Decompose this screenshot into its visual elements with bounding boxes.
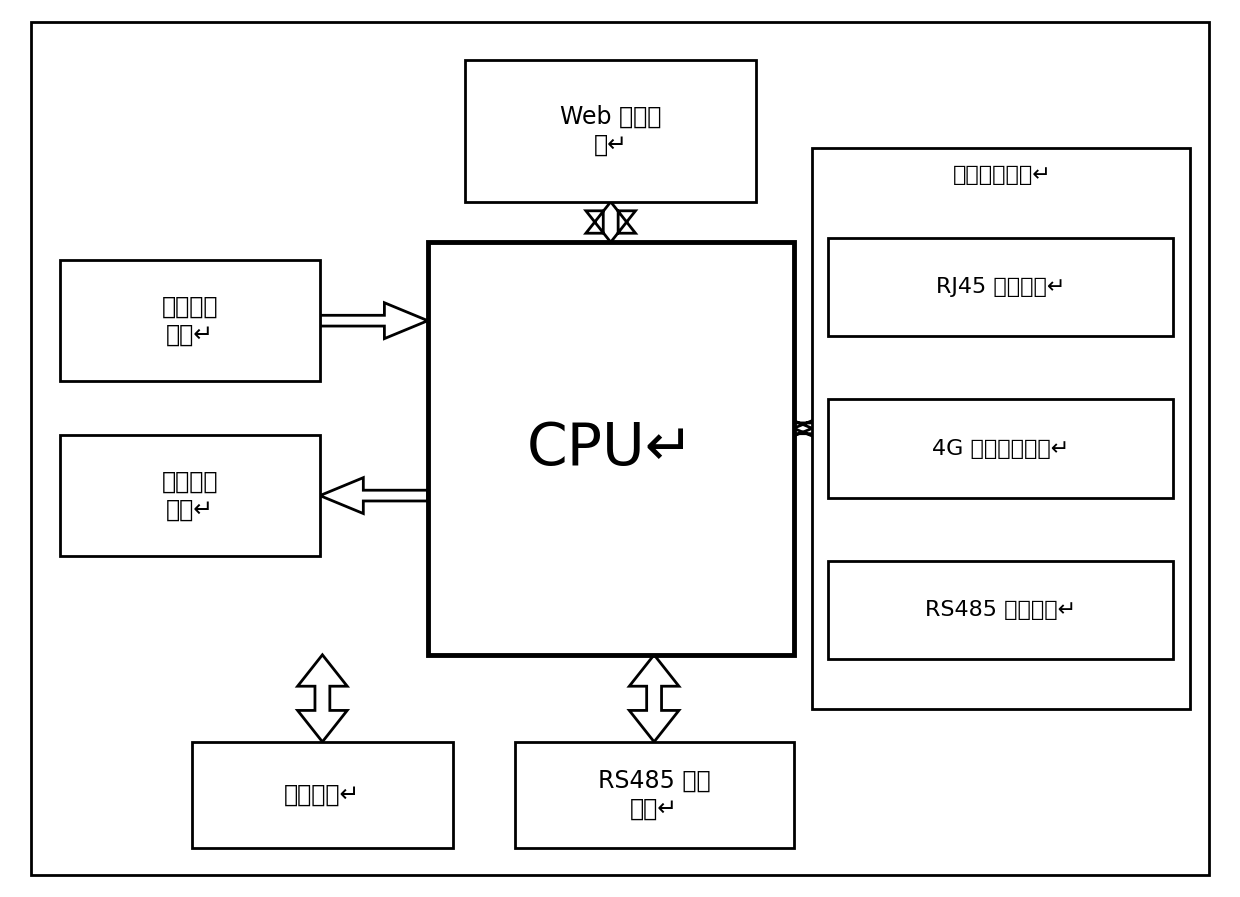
Polygon shape (769, 411, 837, 447)
Bar (812, 148, 1190, 709)
Bar (60, 260, 320, 381)
Text: 网络通信模块↵: 网络通信模块↵ (952, 165, 1052, 185)
Text: RS485 总线
模块↵: RS485 总线 模块↵ (598, 769, 711, 821)
Polygon shape (320, 303, 428, 339)
Text: 数字输出
模块↵: 数字输出 模块↵ (161, 470, 218, 521)
Polygon shape (585, 202, 635, 242)
Bar (515, 742, 794, 848)
Polygon shape (629, 655, 680, 742)
Bar (465, 60, 756, 202)
Bar (60, 435, 320, 556)
Polygon shape (320, 477, 428, 513)
Text: 数字输入
模块↵: 数字输入 模块↵ (161, 295, 218, 346)
Polygon shape (298, 655, 347, 742)
Bar (828, 399, 1173, 498)
Bar (192, 742, 453, 848)
Text: RS485 通信模块↵: RS485 通信模块↵ (925, 600, 1076, 620)
Text: RJ45 通信模块↵: RJ45 通信模块↵ (936, 277, 1065, 297)
Text: 4G 无线通信模块↵: 4G 无线通信模块↵ (932, 439, 1069, 458)
Bar (828, 561, 1173, 659)
Text: 存储模块↵: 存储模块↵ (284, 783, 361, 806)
Text: Web 程序模
块↵: Web 程序模 块↵ (560, 105, 661, 157)
Bar (828, 238, 1173, 336)
Text: CPU↵: CPU↵ (527, 420, 694, 477)
Bar (428, 242, 794, 655)
